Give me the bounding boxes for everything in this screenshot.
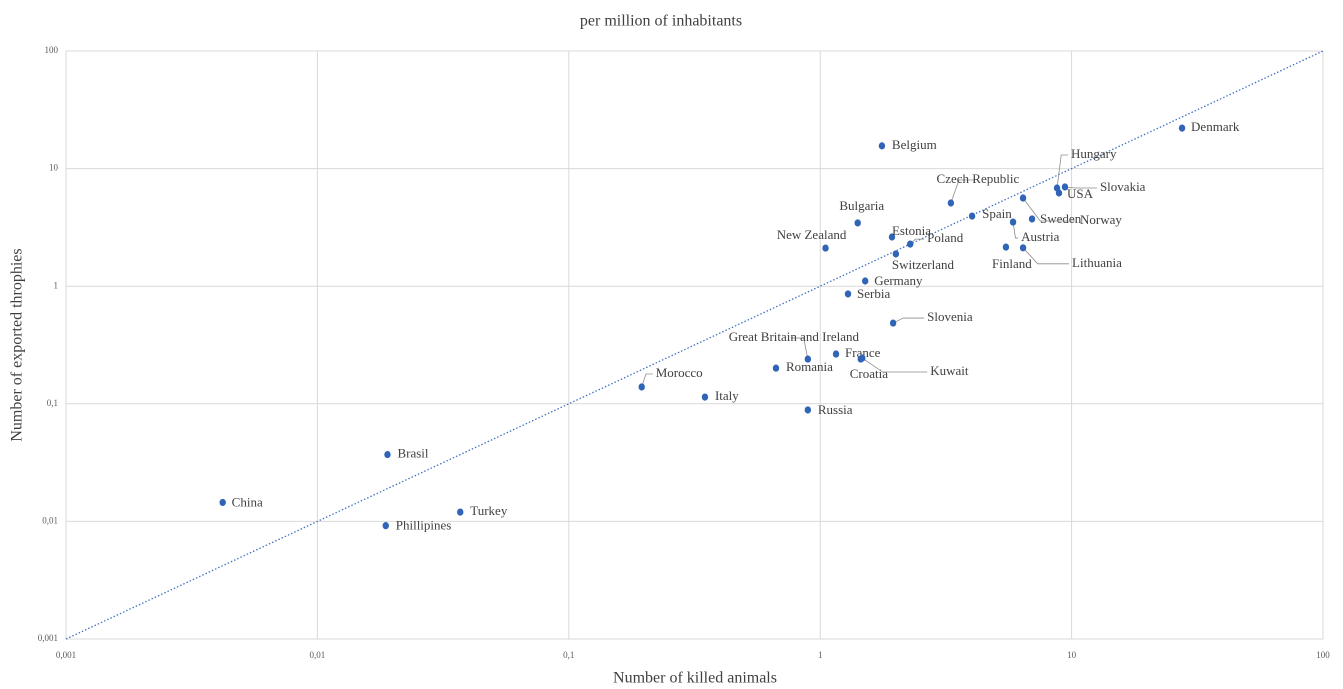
point-label: Czech Republic — [937, 171, 1020, 186]
point-label: Russia — [818, 402, 853, 417]
point — [1009, 218, 1017, 226]
point — [701, 393, 709, 401]
point — [804, 355, 812, 363]
x-tick-label: 0,1 — [563, 650, 574, 660]
x-tick-label: 1 — [818, 650, 823, 660]
point — [457, 508, 464, 516]
leader-line — [1012, 222, 1019, 239]
point-label: Spain — [982, 206, 1012, 221]
point — [219, 498, 226, 507]
leader-line — [862, 357, 928, 373]
point-label: Denmark — [1191, 119, 1240, 134]
reference-line — [65, 50, 1324, 640]
point-label: New Zealand — [777, 227, 847, 242]
leader-line — [790, 337, 809, 360]
point — [1028, 215, 1036, 223]
point-label: Great Britain and Ireland — [729, 329, 860, 344]
leader-line — [1022, 247, 1070, 265]
point — [1061, 183, 1069, 191]
leader-line — [1064, 186, 1097, 189]
point — [968, 212, 976, 220]
point — [1002, 243, 1010, 251]
point — [854, 219, 861, 227]
point-label: Brasil — [397, 446, 428, 461]
point — [638, 383, 645, 391]
point-label: Switzerland — [892, 257, 955, 272]
point — [822, 244, 829, 252]
y-tick-label: 0,001 — [38, 633, 58, 643]
x-tick-label: 10 — [1067, 650, 1077, 660]
x-tick-label: 0,001 — [56, 650, 76, 660]
point-label: Germany — [874, 273, 923, 288]
y-axis-title: Number of exported throphies — [9, 248, 26, 441]
point-label: France — [845, 345, 881, 360]
point-label: Slovenia — [927, 309, 973, 324]
point-label: Turkey — [470, 503, 508, 518]
leader-line — [641, 373, 653, 388]
leader-line — [1022, 197, 1078, 222]
point-label: Hungary — [1071, 146, 1117, 161]
leader-line — [1056, 154, 1069, 189]
point-label: Finland — [992, 256, 1032, 271]
point — [384, 450, 391, 459]
y-tick-label: 0,1 — [47, 398, 58, 408]
point-label: Sweden — [1040, 211, 1082, 226]
point — [892, 250, 900, 258]
leader-line — [892, 317, 925, 324]
y-tick-label: 10 — [49, 163, 59, 173]
point — [1019, 244, 1027, 252]
point-label: Lithuania — [1072, 255, 1122, 270]
point — [804, 406, 812, 414]
point-label: Estonia — [892, 223, 931, 238]
point-label: Phillipines — [396, 518, 452, 533]
point — [772, 364, 780, 372]
y-tick-label: 1 — [54, 280, 59, 290]
point — [947, 199, 955, 207]
point — [1055, 189, 1063, 197]
x-tick-label: 0,01 — [310, 650, 326, 660]
chart-title: per million of inhabitants — [580, 13, 742, 30]
point-label: Italy — [715, 388, 739, 403]
point — [1019, 194, 1027, 202]
point-label: Morocco — [656, 365, 703, 380]
point-label: Bulgaria — [839, 198, 884, 213]
point-label: China — [232, 494, 263, 509]
point — [382, 522, 389, 530]
point — [844, 290, 852, 298]
point — [861, 277, 869, 285]
point-label: Serbia — [857, 286, 890, 301]
point-label: Kuwait — [930, 363, 969, 378]
point-label: USA — [1067, 186, 1094, 201]
point-label: Poland — [927, 230, 964, 245]
point — [859, 354, 866, 362]
point-label: Norway — [1080, 212, 1122, 227]
point-label: Romania — [786, 359, 833, 374]
y-tick-label: 100 — [45, 45, 59, 55]
point-label: Austria — [1021, 229, 1060, 244]
point — [889, 319, 897, 327]
leader-line — [950, 179, 975, 204]
point — [906, 240, 914, 248]
x-tick-label: 100 — [1316, 650, 1330, 660]
point — [1178, 124, 1186, 132]
point — [878, 142, 886, 150]
point-label: Slovakia — [1100, 179, 1146, 194]
point-label: Belgium — [892, 137, 937, 152]
point — [888, 233, 896, 241]
x-axis-title: Number of killed animals — [613, 670, 777, 687]
point — [832, 350, 840, 358]
y-tick-label: 0,01 — [42, 515, 58, 525]
point-label: Croatia — [850, 366, 888, 381]
